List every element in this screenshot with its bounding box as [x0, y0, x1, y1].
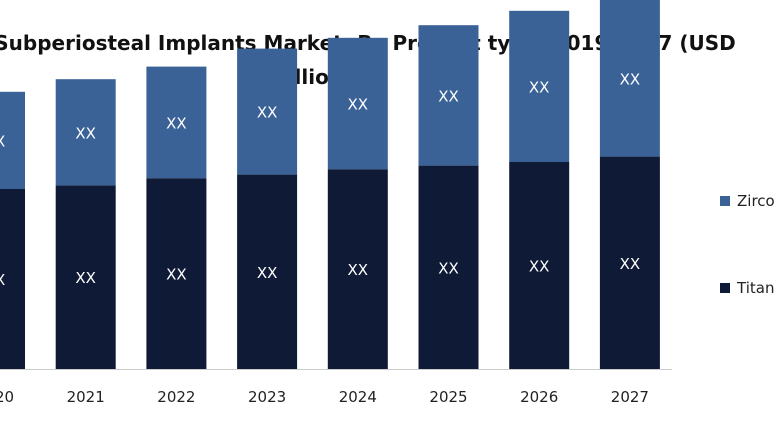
data-label-zirconia-2025: XX [438, 87, 459, 105]
data-label-titanium-2027: XX [620, 255, 641, 273]
x-tick-label-2021: 2021 [67, 388, 105, 406]
x-tick-label-2023: 2023 [248, 388, 286, 406]
data-label-zirconia-2020: XX [0, 132, 5, 150]
x-tick-label-2025: 2025 [429, 388, 467, 406]
legend-label-titanium: Titan [737, 279, 775, 297]
bar-titanium-2024 [327, 169, 388, 369]
bar-titanium-2027 [599, 156, 660, 369]
data-label-titanium-2023: XX [257, 264, 278, 282]
legend-swatch-titanium [720, 283, 730, 293]
data-label-zirconia-2022: XX [166, 114, 187, 132]
bar-zirconia-2021 [55, 79, 116, 186]
bar-titanium-2021 [55, 185, 116, 369]
data-label-zirconia-2023: XX [257, 104, 278, 122]
data-label-titanium-2022: XX [166, 266, 187, 284]
x-tick-label-2027: 2027 [611, 388, 649, 406]
legend-item-zirconia: Zirco [720, 192, 775, 210]
bar-titanium-2020 [0, 189, 25, 369]
x-tick-label-2020: 2020 [0, 388, 14, 406]
legend-label-zirconia: Zirco [737, 192, 775, 210]
bar-zirconia-2024 [327, 37, 388, 170]
data-label-zirconia-2026: XX [529, 78, 550, 96]
x-tick-label-2026: 2026 [520, 388, 558, 406]
data-label-titanium-2025: XX [438, 259, 459, 277]
x-tick-label-2022: 2022 [157, 388, 195, 406]
data-label-titanium-2024: XX [348, 261, 369, 279]
legend-swatch-zirconia [720, 196, 730, 206]
data-label-titanium-2026: XX [529, 258, 550, 276]
bar-titanium-2026 [509, 162, 570, 369]
bar-zirconia-2027 [599, 0, 660, 157]
data-label-zirconia-2024: XX [348, 96, 369, 114]
data-label-zirconia-2021: XX [75, 124, 96, 142]
bar-titanium-2022 [146, 178, 207, 369]
bar-zirconia-2022 [146, 66, 207, 179]
data-label-titanium-2020: XX [0, 271, 5, 289]
bar-titanium-2023 [237, 174, 298, 369]
legend-item-titanium: Titan [720, 279, 774, 297]
bar-zirconia-2025 [418, 25, 479, 166]
bar-zirconia-2026 [509, 10, 570, 162]
data-label-zirconia-2027: XX [620, 70, 641, 88]
x-tick-label-2024: 2024 [339, 388, 377, 406]
bar-titanium-2025 [418, 165, 479, 369]
bar-zirconia-2020 [0, 91, 25, 189]
data-label-titanium-2021: XX [75, 269, 96, 287]
bar-zirconia-2023 [237, 48, 298, 175]
